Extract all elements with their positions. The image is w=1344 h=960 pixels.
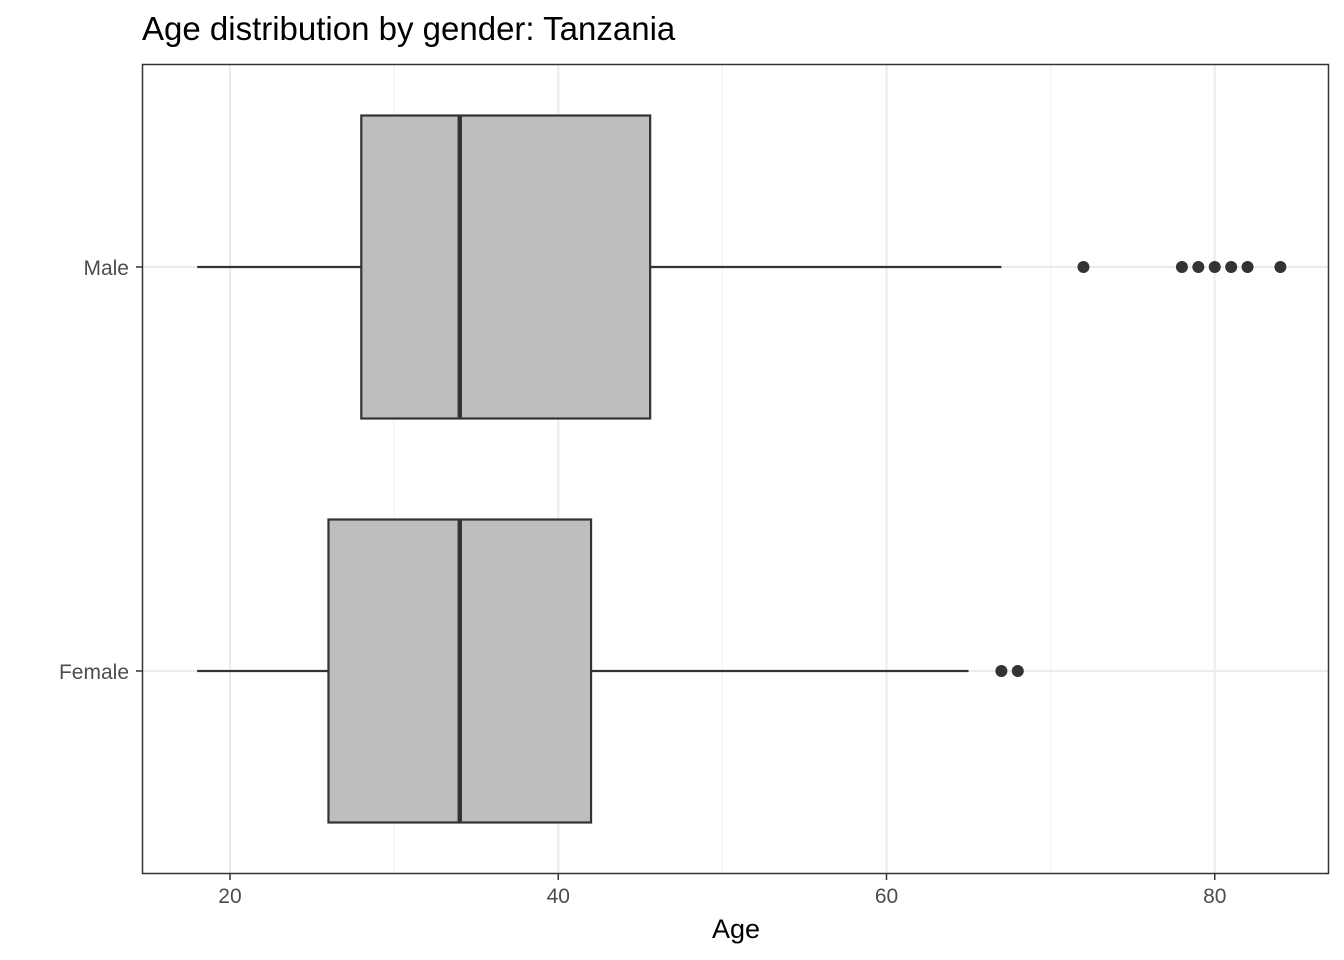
box-female: [197, 518, 1024, 824]
outlier-point: [1175, 261, 1188, 273]
outlier-point: [1077, 261, 1090, 273]
outlier-point: [995, 665, 1008, 677]
outlier-point: [1274, 261, 1287, 273]
x-tick-label: 60: [875, 885, 898, 908]
x-tick-label: 20: [218, 885, 241, 908]
outlier-point: [1208, 261, 1221, 273]
y-tick-label: Female: [59, 661, 129, 684]
boxes: [197, 114, 1287, 824]
box-iqr: [360, 114, 652, 420]
x-tick-label: 40: [547, 885, 570, 908]
outlier-point: [1192, 261, 1205, 273]
x-axis: 20 40 60 80: [218, 873, 1226, 908]
y-tick-label: Male: [83, 257, 129, 280]
x-tick-label: 80: [1203, 885, 1226, 908]
y-axis: Male Female: [59, 257, 143, 684]
x-axis-title: Age: [712, 914, 760, 944]
outlier-point: [1011, 665, 1024, 677]
chart-title: Age distribution by gender: Tanzania: [142, 10, 676, 47]
outlier-point: [1225, 261, 1238, 273]
outlier-point: [1241, 261, 1254, 273]
panel-border: [141, 63, 1330, 875]
grid: [143, 65, 1328, 873]
box-male: [197, 114, 1287, 420]
